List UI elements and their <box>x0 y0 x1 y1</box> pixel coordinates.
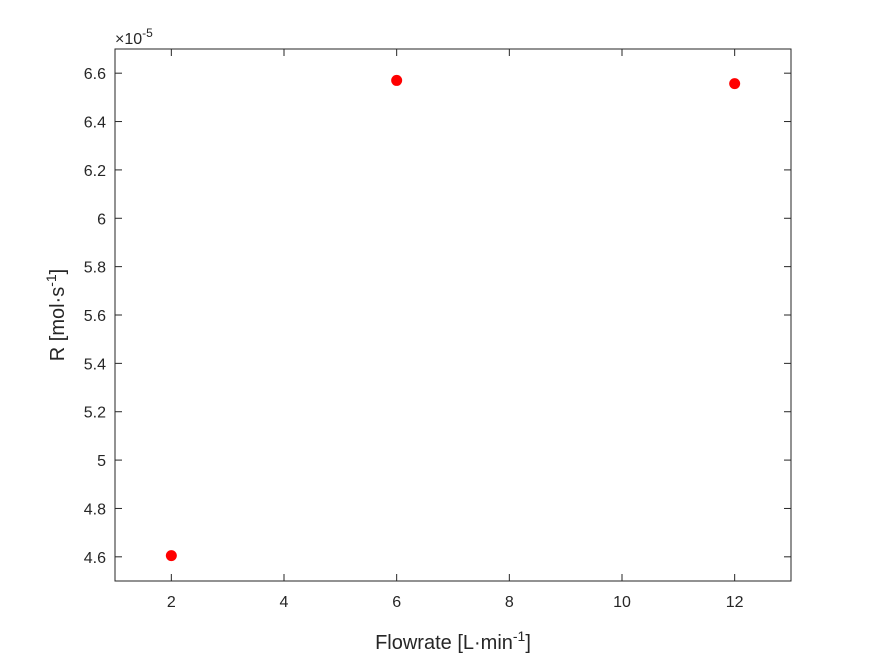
x-tick-label: 8 <box>505 594 514 611</box>
data-points <box>165 74 741 562</box>
plot-area <box>114 48 792 582</box>
y-tick-label: 6.2 <box>84 163 106 180</box>
y-tick-label: 5.4 <box>84 356 106 373</box>
data-point <box>729 78 741 90</box>
data-point <box>165 550 177 562</box>
y-tick-label: 5.6 <box>84 308 106 325</box>
y-axis-label: R [mol·s-1] <box>43 269 69 361</box>
axis-ticks: 2 4 6 8 10 12 4.6 4.8 5 5.2 5.4 5.6 5.8 6 6.2 6.4 6.6 <box>84 49 791 611</box>
y-tick-label: 4.8 <box>84 501 106 518</box>
x-tick-label: 12 <box>726 594 744 611</box>
y-tick-label: 6 <box>97 211 106 228</box>
x-axis-label: Flowrate [L·min-1] <box>375 628 531 654</box>
y-tick-label: 4.6 <box>84 550 106 567</box>
x-tick-label: 10 <box>613 594 631 611</box>
data-point <box>391 74 403 86</box>
y-exponent-label: ×10-5 <box>115 26 153 48</box>
x-tick-label: 4 <box>280 594 289 611</box>
y-tick-label: 5.8 <box>84 260 106 277</box>
y-tick-label: 6.6 <box>84 66 106 83</box>
y-tick-label: 5 <box>97 453 106 470</box>
x-tick-label: 2 <box>167 594 176 611</box>
y-tick-label: 5.2 <box>84 405 106 422</box>
x-tick-label: 6 <box>392 594 401 611</box>
y-tick-label: 6.4 <box>84 115 106 132</box>
